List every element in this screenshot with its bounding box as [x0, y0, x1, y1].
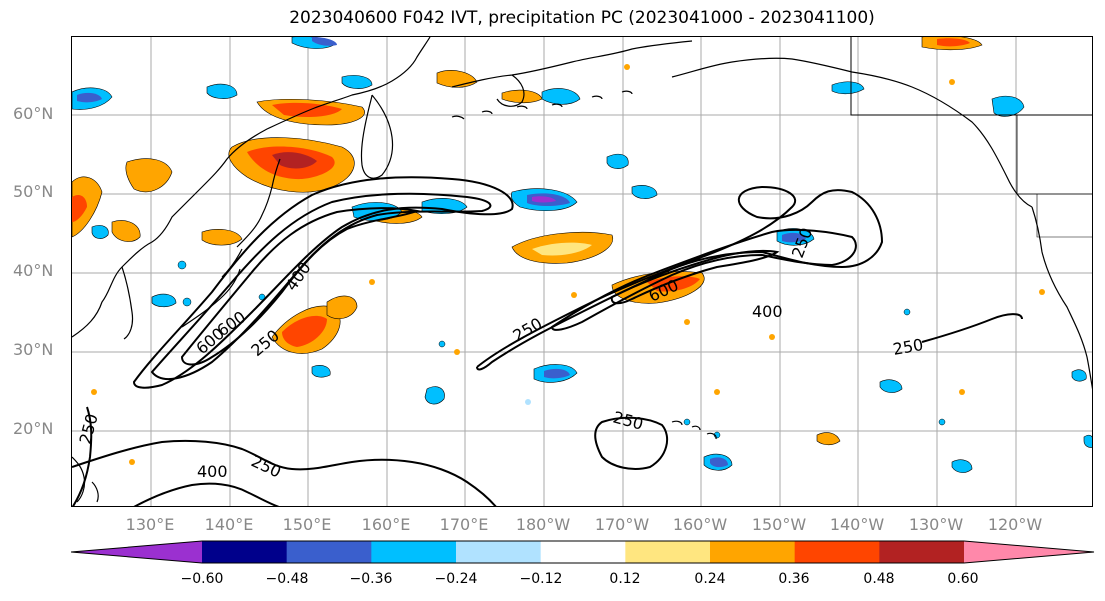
coastlines	[72, 37, 1092, 503]
lat-label-60n: 60°N	[13, 104, 54, 123]
ivt-contours	[72, 176, 1023, 506]
lon-label: 160°W	[672, 515, 728, 534]
colorbar-outline	[71, 540, 1095, 564]
colorbar-segment	[456, 541, 542, 563]
colorbar-segment	[794, 541, 880, 563]
contour-label: 250	[248, 451, 284, 481]
colorbar-segment	[879, 541, 965, 563]
contour-labels: 400 600 600 250 250 600 400 250 250 250 …	[76, 225, 925, 481]
lon-label: 150°E	[282, 515, 332, 534]
gridlines	[72, 37, 1092, 506]
lon-label: 120°W	[987, 515, 1043, 534]
colorbar-segment	[710, 541, 796, 563]
lat-label-50n: 50°N	[13, 182, 54, 201]
colorbar-extend-low	[71, 541, 202, 563]
colorbar	[71, 540, 1095, 564]
lon-label: 130°E	[125, 515, 175, 534]
colorbar-tick: −0.36	[349, 571, 393, 587]
colorbar-tick: 0.24	[694, 571, 726, 587]
colorbar-tick: 0.48	[863, 571, 895, 587]
colorbar-tick: 0.60	[947, 571, 979, 587]
lon-label: 150°W	[751, 515, 807, 534]
lat-label-20n: 20°N	[13, 419, 54, 438]
lon-label: 170°E	[439, 515, 489, 534]
colorbar-segment	[371, 541, 457, 563]
colorbar-extend-high	[964, 541, 1094, 563]
lon-label: 170°W	[594, 515, 650, 534]
lat-label-40n: 40°N	[13, 261, 54, 280]
contour-label: 250	[891, 335, 924, 359]
colorbar-tick: −0.24	[434, 571, 478, 587]
colorbar-tick: 0.12	[609, 571, 641, 587]
contour-label: 250	[76, 412, 102, 446]
contour-label: 400	[282, 258, 315, 294]
colorbar-tick: −0.12	[519, 571, 563, 587]
precip-shading	[72, 37, 1092, 473]
plot-title: 2023040600 F042 IVT, precipitation PC (2…	[289, 8, 875, 28]
lon-label: 140°W	[829, 515, 885, 534]
colorbar-tick: −0.60	[180, 571, 224, 587]
colorbar-segment	[202, 541, 288, 563]
colorbar-tick: 0.36	[778, 571, 810, 587]
lon-label: 140°E	[204, 515, 254, 534]
map-canvas: 400 600 600 250 250 600 400 250 250 250 …	[72, 37, 1092, 506]
contour-label: 250	[611, 408, 645, 434]
colorbar-segment	[286, 541, 372, 563]
contour-label: 400	[197, 462, 228, 481]
map-panel: 400 600 600 250 250 600 400 250 250 250 …	[71, 36, 1093, 507]
lon-label: 180°W	[515, 515, 571, 534]
colorbar-segment	[625, 541, 711, 563]
lat-label-30n: 30°N	[13, 340, 54, 359]
lon-label: 130°W	[908, 515, 964, 534]
colorbar-segment	[540, 541, 626, 563]
colorbar-tick: −0.48	[265, 571, 309, 587]
lon-label: 160°E	[361, 515, 411, 534]
contour-label: 400	[752, 302, 783, 321]
